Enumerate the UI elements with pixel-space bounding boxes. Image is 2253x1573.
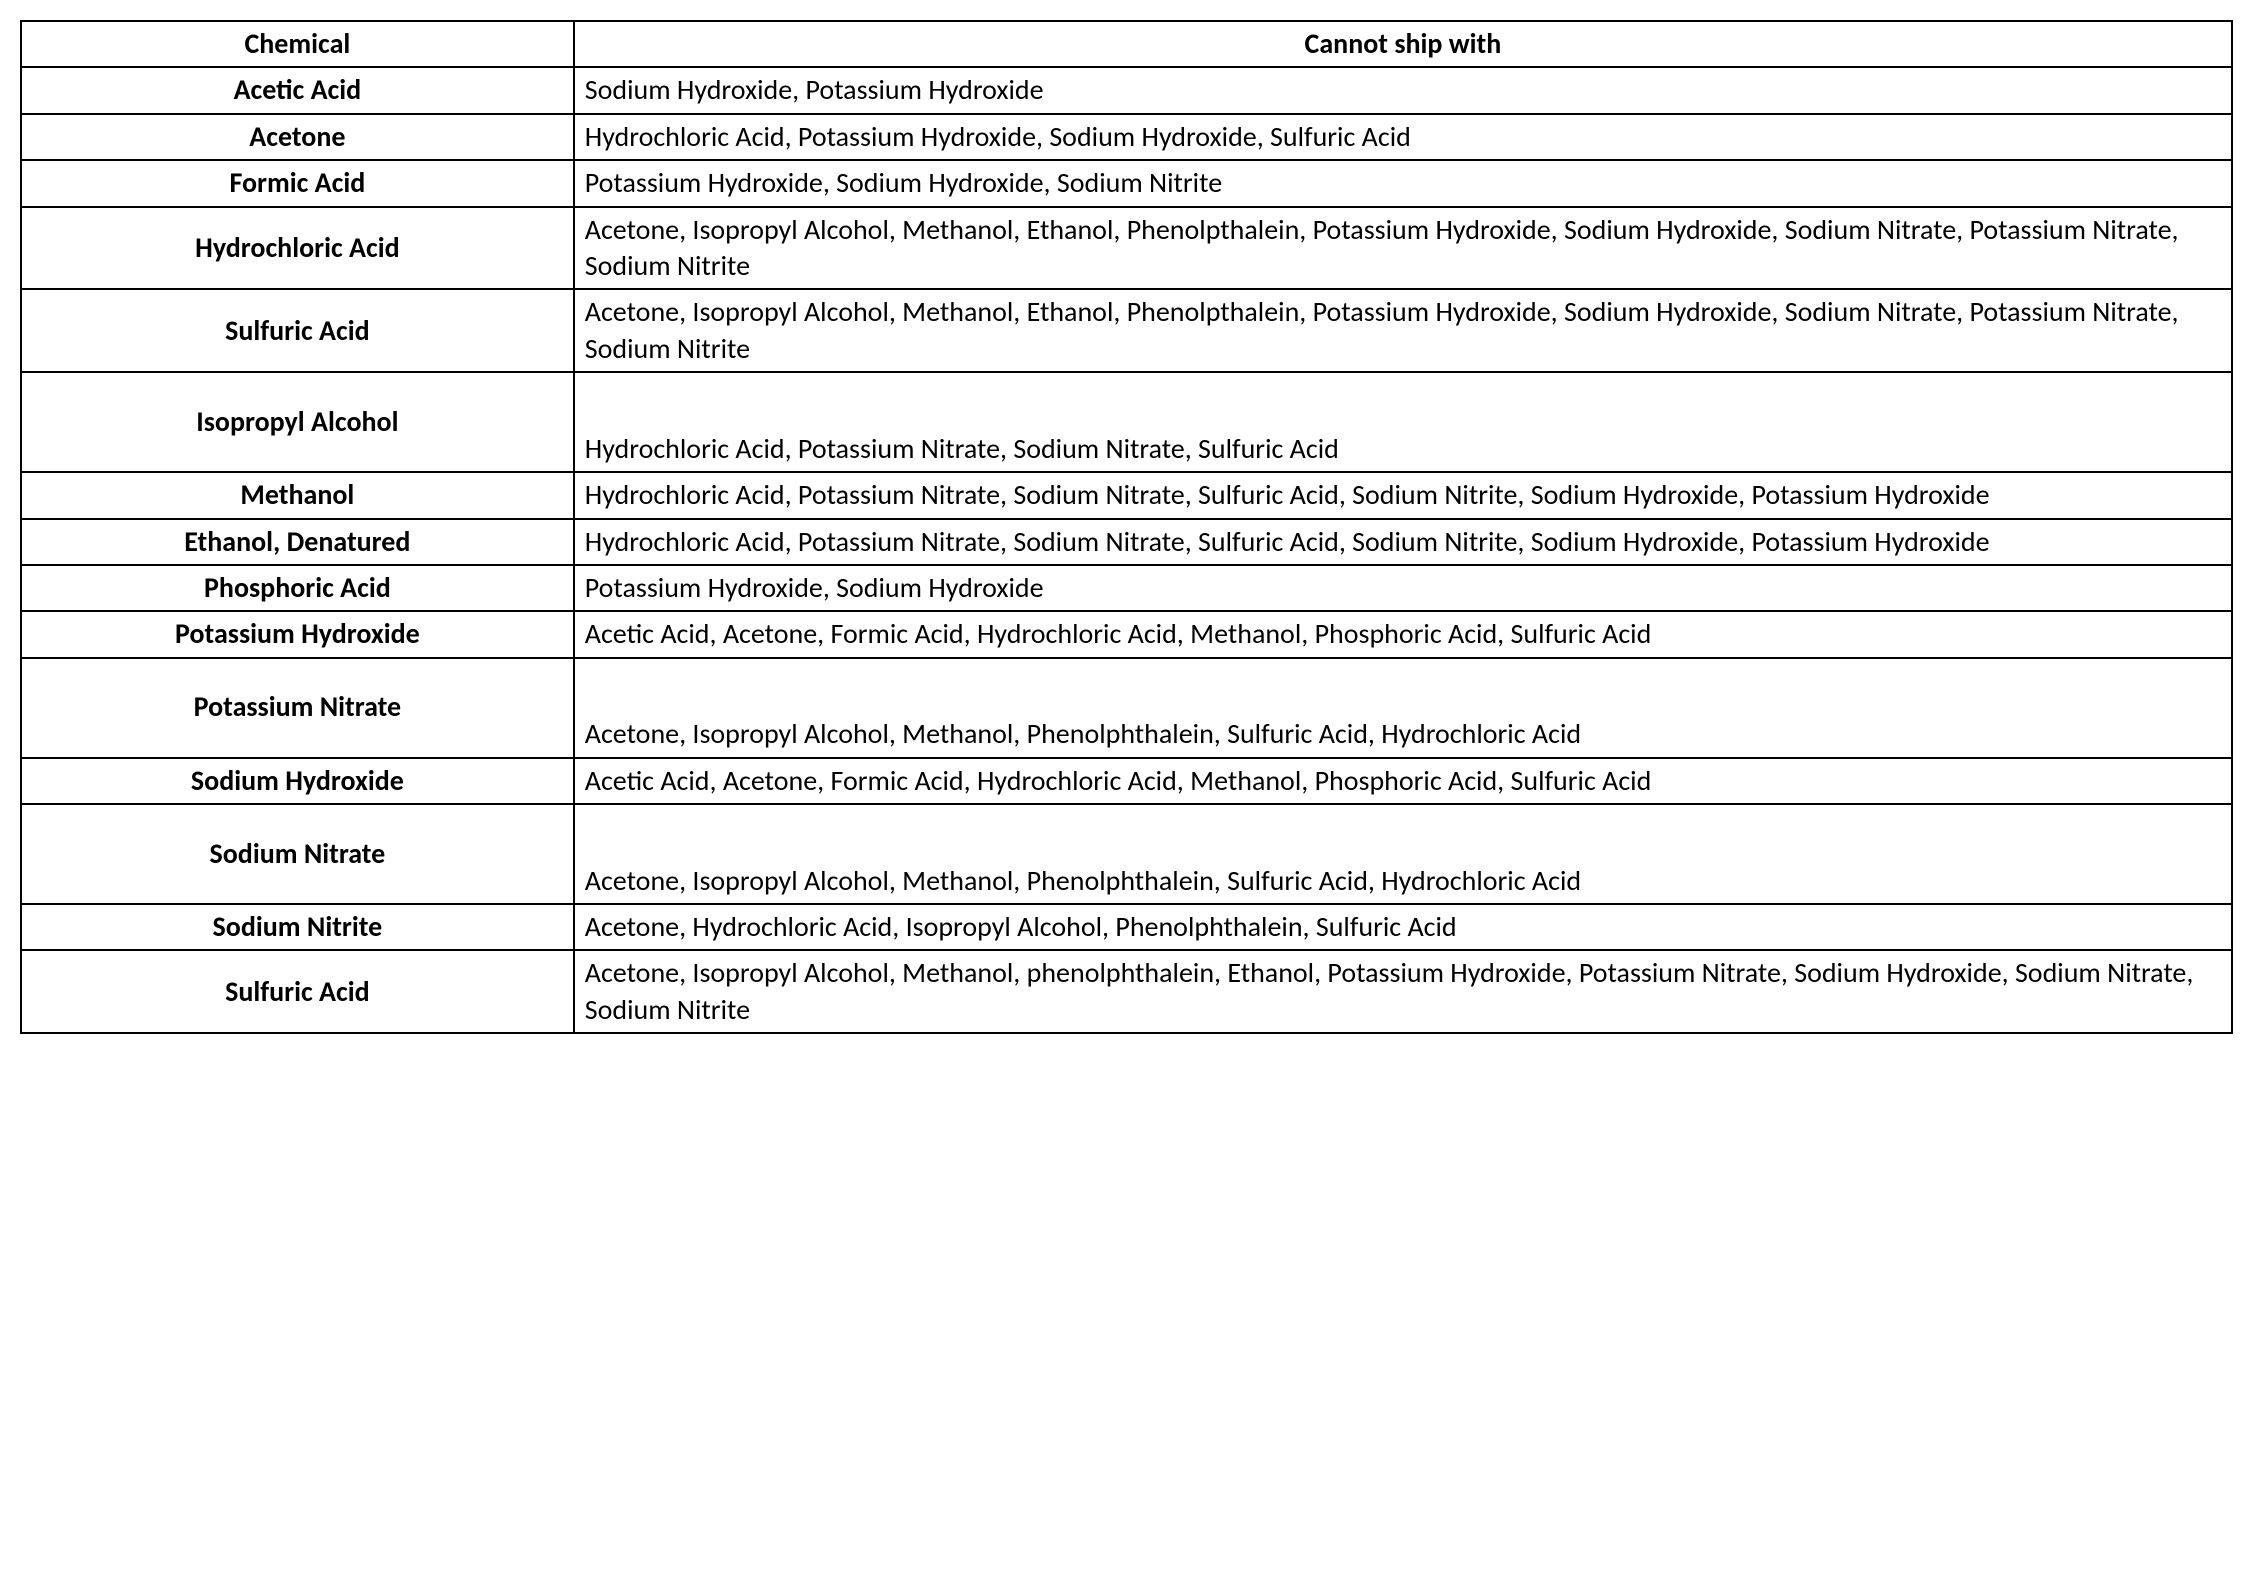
chemical-name: Formic Acid [21, 160, 574, 206]
chemical-name: Isopropyl Alcohol [21, 372, 574, 472]
chemical-name: Sodium Nitrate [21, 804, 574, 904]
chemical-compatibility-table: Chemical Cannot ship with Acetic AcidSod… [20, 20, 2233, 1034]
chemical-name: Sulfuric Acid [21, 289, 574, 372]
table-row: MethanolHydrochloric Acid, Potassium Nit… [21, 472, 2232, 518]
cannot-ship-with: Potassium Hydroxide, Sodium Hydroxide, S… [574, 160, 2232, 206]
cannot-ship-with: Acetone, Isopropyl Alcohol, Methanol, Et… [574, 207, 2232, 290]
chemical-name: Phosphoric Acid [21, 565, 574, 611]
chemical-name: Sodium Nitrite [21, 904, 574, 950]
table-row: Formic AcidPotassium Hydroxide, Sodium H… [21, 160, 2232, 206]
chemical-name: Sulfuric Acid [21, 950, 574, 1033]
cannot-ship-with: Acetic Acid, Acetone, Formic Acid, Hydro… [574, 611, 2232, 657]
chemical-name: Acetone [21, 114, 574, 160]
table-row: Sulfuric AcidAcetone, Isopropyl Alcohol,… [21, 950, 2232, 1033]
table-row: Sodium NitriteAcetone, Hydrochloric Acid… [21, 904, 2232, 950]
table-row: Hydrochloric AcidAcetone, Isopropyl Alco… [21, 207, 2232, 290]
cannot-ship-with: Acetone, Isopropyl Alcohol, Methanol, Ph… [574, 658, 2232, 758]
table-header-row: Chemical Cannot ship with [21, 21, 2232, 67]
table-row: Sulfuric AcidAcetone, Isopropyl Alcohol,… [21, 289, 2232, 372]
cannot-ship-with: Acetone, Isopropyl Alcohol, Methanol, Ph… [574, 804, 2232, 904]
table-row: Sodium NitrateAcetone, Isopropyl Alcohol… [21, 804, 2232, 904]
table-row: Phosphoric AcidPotassium Hydroxide, Sodi… [21, 565, 2232, 611]
chemical-name: Hydrochloric Acid [21, 207, 574, 290]
cannot-ship-with: Acetone, Isopropyl Alcohol, Methanol, ph… [574, 950, 2232, 1033]
cannot-ship-with: Acetic Acid, Acetone, Formic Acid, Hydro… [574, 758, 2232, 804]
cannot-ship-with: Acetone, Hydrochloric Acid, Isopropyl Al… [574, 904, 2232, 950]
cannot-ship-with: Hydrochloric Acid, Potassium Hydroxide, … [574, 114, 2232, 160]
cannot-ship-with: Hydrochloric Acid, Potassium Nitrate, So… [574, 372, 2232, 472]
table-row: Ethanol, DenaturedHydrochloric Acid, Pot… [21, 519, 2232, 565]
column-header-chemical: Chemical [21, 21, 574, 67]
chemical-name: Potassium Hydroxide [21, 611, 574, 657]
cannot-ship-with: Potassium Hydroxide, Sodium Hydroxide [574, 565, 2232, 611]
table-row: Acetic AcidSodium Hydroxide, Potassium H… [21, 67, 2232, 113]
cannot-ship-with: Acetone, Isopropyl Alcohol, Methanol, Et… [574, 289, 2232, 372]
table-row: Potassium NitrateAcetone, Isopropyl Alco… [21, 658, 2232, 758]
column-header-cannot-ship-with: Cannot ship with [574, 21, 2232, 67]
chemical-name: Sodium Hydroxide [21, 758, 574, 804]
cannot-ship-with: Sodium Hydroxide, Potassium Hydroxide [574, 67, 2232, 113]
table-row: Isopropyl AlcoholHydrochloric Acid, Pota… [21, 372, 2232, 472]
cannot-ship-with: Hydrochloric Acid, Potassium Nitrate, So… [574, 472, 2232, 518]
table-row: AcetoneHydrochloric Acid, Potassium Hydr… [21, 114, 2232, 160]
chemical-name: Potassium Nitrate [21, 658, 574, 758]
chemical-name: Acetic Acid [21, 67, 574, 113]
chemical-name: Ethanol, Denatured [21, 519, 574, 565]
cannot-ship-with: Hydrochloric Acid, Potassium Nitrate, So… [574, 519, 2232, 565]
table-row: Sodium HydroxideAcetic Acid, Acetone, Fo… [21, 758, 2232, 804]
chemical-name: Methanol [21, 472, 574, 518]
table-row: Potassium HydroxideAcetic Acid, Acetone,… [21, 611, 2232, 657]
